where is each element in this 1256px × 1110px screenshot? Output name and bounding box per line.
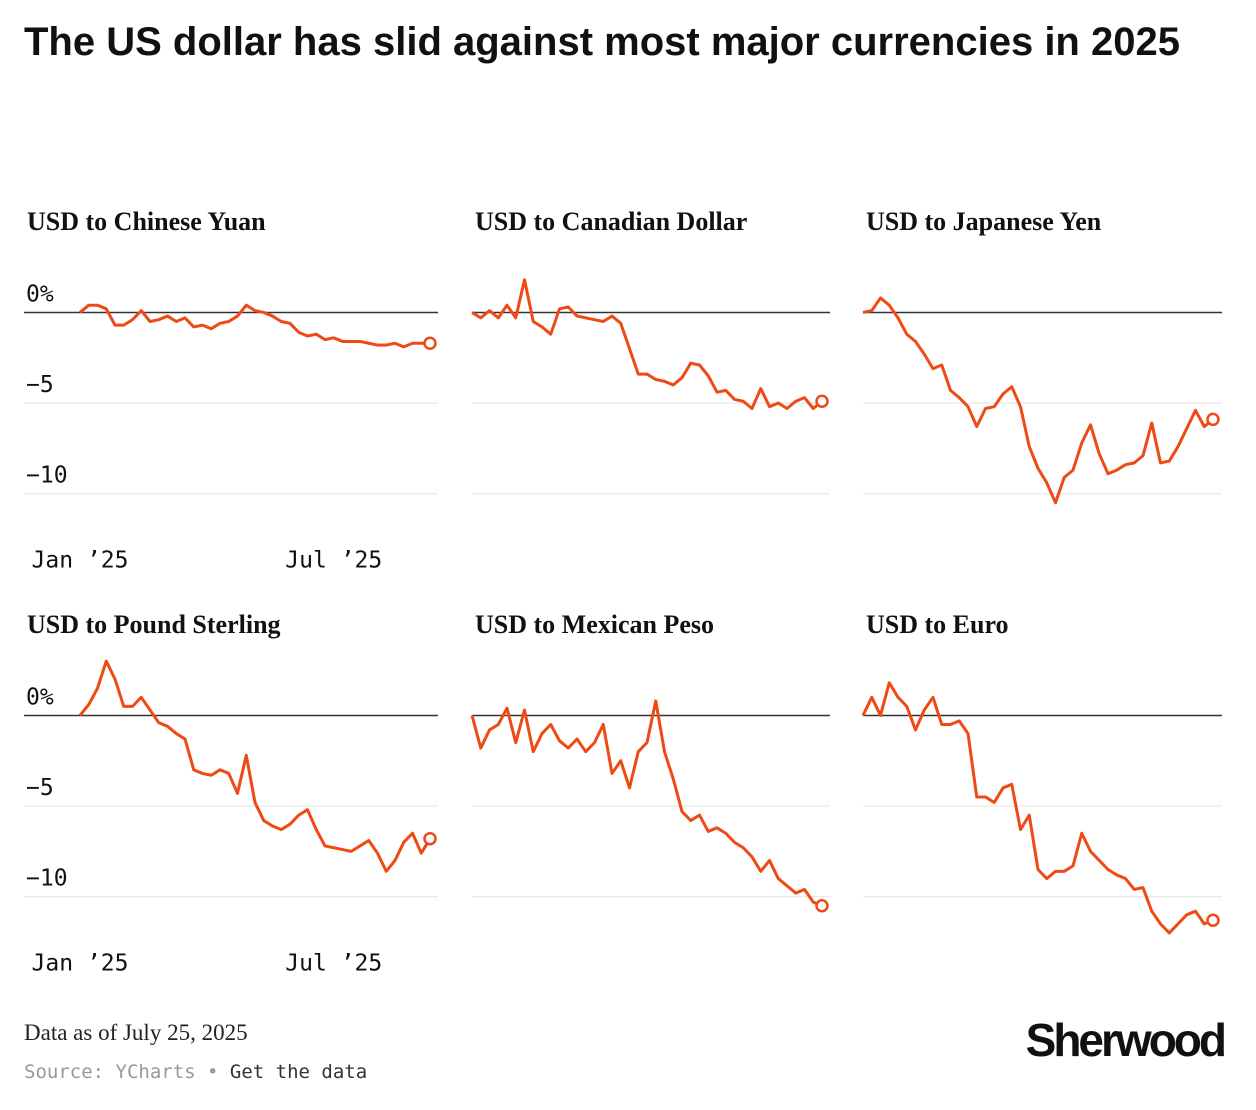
x-tick-label: Jan ’25 [32,547,129,573]
line [471,278,823,410]
panel-title: USD to Canadian Dollar [475,207,747,236]
y-tick-label: −10 [26,463,68,489]
line [470,699,823,908]
panel-title: USD to Pound Sterling [27,610,281,639]
y-tick-label: 0% [26,281,54,307]
panel-title: USD to Chinese Yuan [27,207,266,236]
end-point [1206,412,1220,427]
end-point [815,899,829,913]
line [862,296,1214,505]
panel-title: USD to Japanese Yen [866,207,1102,236]
end-point [815,394,829,408]
line [79,303,430,349]
end-point [1206,913,1220,927]
panel-title: USD to Mexican Peso [475,610,714,639]
x-tick-label: Jul ’25 [285,547,382,573]
data-link[interactable]: Get the data [229,1061,368,1083]
charts: USD to Chinese Yuan 0% −5 −10 Jan ’25 Jul ’25… [24,207,1222,976]
line [861,681,1214,935]
source: Source: YCharts [24,1061,196,1083]
logo: Sherwood [1025,1014,1227,1066]
x-tick-label: Jul ’25 [285,950,382,976]
x-tick-label: Jan ’25 [32,950,129,976]
end-point [423,831,437,846]
source-line: Source: YCharts • Get the data [24,1061,368,1083]
end-point [423,336,437,350]
y-tick-label: 0% [26,684,54,710]
data-note: Data as of July 25, 2025 [24,1020,248,1045]
panel-title: USD to Euro [866,610,1009,639]
y-tick-label: −10 [26,866,68,892]
y-tick-label: −5 [26,775,54,801]
page-title: The US dollar has slid against most majo… [24,20,1180,64]
line [78,659,432,873]
y-tick-label: −5 [26,372,54,398]
